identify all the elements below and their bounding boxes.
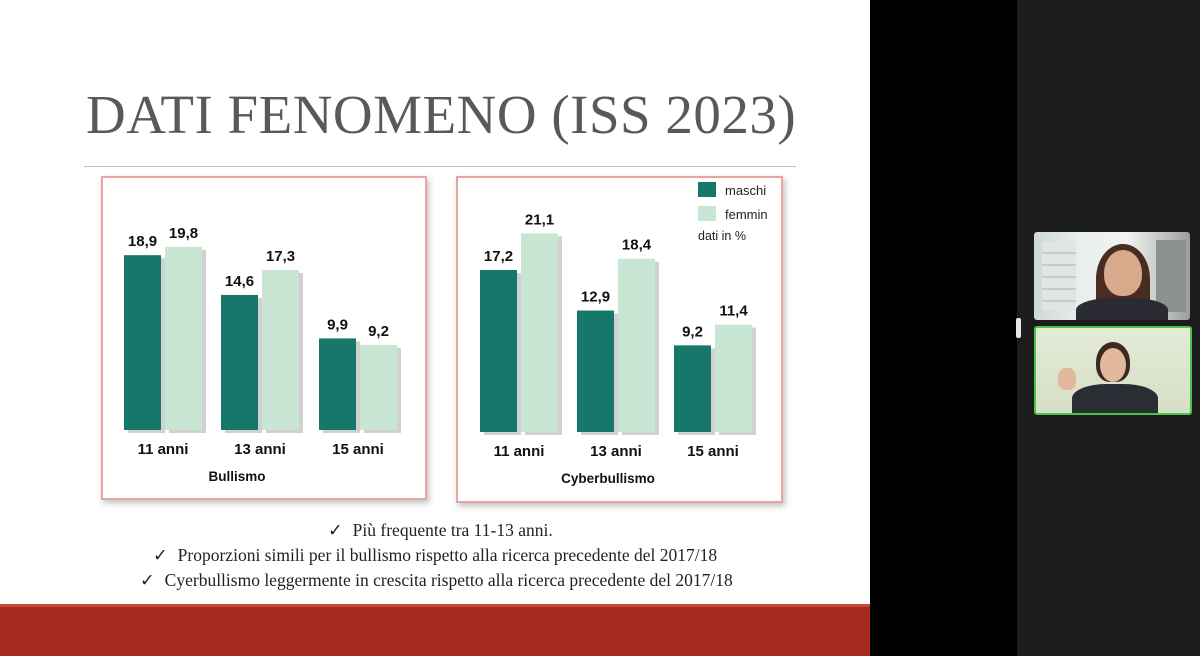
chart-title: Bullismo bbox=[208, 469, 265, 484]
bullismo-chart: 18,9 19,8 11 anni 14,6 17,3 13 anni 9,9 9,2 15 a… bbox=[101, 176, 427, 500]
bar-maschi bbox=[674, 345, 711, 432]
bar-maschi bbox=[480, 270, 517, 432]
check-icon: ✓ bbox=[140, 570, 155, 590]
bar-maschi bbox=[319, 338, 356, 430]
participant-face bbox=[1100, 348, 1126, 382]
bullet-item: ✓ Più frequente tra 11-13 anni. bbox=[328, 520, 553, 541]
data-label: 9,9 bbox=[327, 316, 348, 333]
presentation-slide: DATI FENOMENO (ISS 2023) 18,9 19,8 11 anni… bbox=[0, 0, 870, 656]
bullet-item: ✓ Proporzioni simili per il bullismo risp… bbox=[153, 545, 717, 566]
data-label: 9,2 bbox=[368, 323, 389, 340]
data-label: 12,9 bbox=[581, 289, 610, 306]
x-tick-label: 11 anni bbox=[138, 441, 189, 458]
participant-face bbox=[1104, 250, 1142, 296]
bar-femmine bbox=[715, 324, 752, 432]
title-divider bbox=[84, 166, 796, 167]
x-tick-label: 15 anni bbox=[687, 443, 739, 460]
data-label: 21,1 bbox=[525, 211, 554, 228]
legend-swatch-maschi bbox=[698, 182, 716, 197]
participant-body bbox=[1072, 384, 1158, 413]
background-window bbox=[1156, 240, 1186, 312]
video-tile-participant-1[interactable] bbox=[1034, 232, 1190, 320]
bar-femmine bbox=[165, 246, 202, 430]
check-icon: ✓ bbox=[153, 545, 168, 565]
bar-maschi bbox=[124, 255, 161, 430]
x-tick-label: 13 anni bbox=[234, 441, 286, 458]
participant-body bbox=[1076, 298, 1168, 320]
bar-femmine bbox=[521, 233, 558, 432]
data-label: 17,2 bbox=[484, 248, 513, 265]
data-label: 9,2 bbox=[682, 323, 703, 340]
legend-label: femmin bbox=[725, 207, 768, 222]
bullet-text: Proporzioni simili per il bullismo rispe… bbox=[177, 545, 718, 565]
chart-title: Cyberbullismo bbox=[561, 471, 655, 486]
x-tick-label: 13 anni bbox=[590, 443, 642, 460]
data-label: 19,8 bbox=[169, 225, 198, 242]
data-label: 18,4 bbox=[622, 237, 652, 254]
bar-maschi bbox=[221, 294, 258, 430]
bullet-text: Più frequente tra 11-13 anni. bbox=[352, 520, 553, 540]
bar-femmine bbox=[262, 269, 299, 430]
legend-label: maschi bbox=[725, 183, 766, 198]
bullet-text: Cyerbullismo leggermente in crescita ris… bbox=[164, 570, 733, 590]
slide-footer-bar bbox=[0, 604, 870, 656]
x-tick-label: 11 anni bbox=[494, 443, 545, 460]
screen-share-margin bbox=[870, 0, 1017, 656]
data-label: 17,3 bbox=[266, 248, 295, 265]
data-label: 18,9 bbox=[128, 233, 157, 250]
video-tile-participant-2-active-speaker[interactable] bbox=[1034, 326, 1192, 415]
data-label: 14,6 bbox=[225, 273, 254, 290]
bar-femmine bbox=[360, 344, 397, 430]
legend-note: dati in % bbox=[698, 229, 746, 243]
x-tick-label: 15 anni bbox=[332, 441, 384, 458]
background-bookshelf bbox=[1042, 242, 1076, 310]
bar-maschi bbox=[577, 310, 614, 432]
data-label: 11,4 bbox=[719, 303, 748, 320]
panel-resize-handle[interactable] bbox=[1016, 318, 1021, 338]
cyberbullismo-chart-svg: 17,2 21,1 11 anni 12,9 18,4 13 anni 9,2 11,4 15 … bbox=[480, 182, 768, 486]
legend-swatch-femmine bbox=[698, 206, 716, 221]
check-icon: ✓ bbox=[328, 520, 343, 540]
participant-hand bbox=[1058, 368, 1076, 390]
slide-title: DATI FENOMENO (ISS 2023) bbox=[86, 84, 797, 145]
bullismo-chart-svg: 18,9 19,8 11 anni 14,6 17,3 13 anni 9,9 9,2 15 a… bbox=[124, 225, 401, 484]
cyberbullismo-chart: 17,2 21,1 11 anni 12,9 18,4 13 anni 9,2 11,4 15 … bbox=[456, 176, 783, 503]
bullet-item: ✓ Cyerbullismo leggermente in crescita ri… bbox=[140, 570, 733, 591]
bar-femmine bbox=[618, 258, 655, 432]
